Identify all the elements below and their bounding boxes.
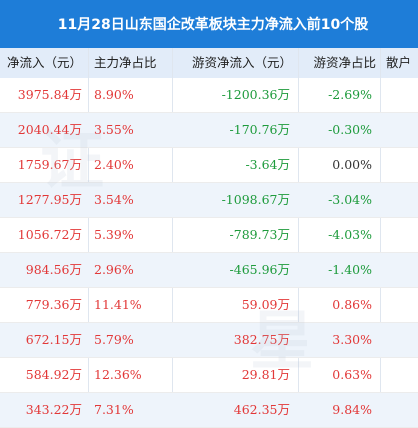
main-net-ratio-cell: 3.55% — [94, 122, 134, 137]
main-net-inflow-cell: 672.15万 — [25, 332, 82, 347]
header-hot-money-net-ratio: 游资净占比 — [313, 55, 376, 70]
hot-money-net-ratio-cell: 0.86% — [332, 297, 372, 312]
main-net-inflow-cell: 984.56万 — [25, 262, 82, 277]
table-row: 343.22万 7.31% 462.35万 9.84% — [0, 393, 418, 428]
table-row: 1277.95万 3.54% -1098.67万 -3.04% — [0, 183, 418, 218]
main-net-inflow-cell: 343.22万 — [25, 402, 82, 417]
main-net-inflow-cell: 779.36万 — [25, 297, 82, 312]
column-divider — [88, 48, 89, 418]
table-header-row: 净流入（元） 主力净占比 游资净流入（元） 游资净占比 散户 — [0, 48, 418, 78]
header-hot-money-net-inflow: 游资净流入（元） — [191, 55, 292, 70]
hot-money-net-inflow-cell: -170.76万 — [229, 122, 290, 137]
main-net-ratio-cell: 2.40% — [94, 157, 134, 172]
column-divider — [380, 48, 381, 418]
main-net-inflow-cell: 1056.72万 — [17, 227, 82, 242]
table-row: 672.15万 5.79% 382.75万 3.30% — [0, 323, 418, 358]
hot-money-net-ratio-cell: -0.30% — [328, 122, 372, 137]
main-net-inflow-cell: 584.92万 — [25, 367, 82, 382]
column-divider — [298, 48, 299, 418]
table-title: 11月28日山东国企改革板块主力净流入前10个股 — [57, 17, 369, 33]
hot-money-net-inflow-cell: -789.73万 — [229, 227, 290, 242]
main-net-ratio-cell: 12.36% — [94, 367, 142, 382]
hot-money-net-ratio-cell: -1.40% — [328, 262, 372, 277]
main-net-ratio-cell: 3.54% — [94, 192, 134, 207]
main-net-ratio-cell: 5.39% — [94, 227, 134, 242]
table-row: 2040.44万 3.55% -170.76万 -0.30% — [0, 113, 418, 148]
table-row: 584.92万 12.36% 29.81万 0.63% — [0, 358, 418, 393]
hot-money-net-inflow-cell: 382.75万 — [233, 332, 290, 347]
hot-money-net-inflow-cell: -1200.36万 — [221, 87, 290, 102]
table-row: 1056.72万 5.39% -789.73万 -4.03% — [0, 218, 418, 253]
header-main-net-inflow: 净流入（元） — [6, 55, 82, 70]
hot-money-net-ratio-cell: 3.30% — [332, 332, 372, 347]
column-divider — [172, 48, 173, 418]
hot-money-net-ratio-cell: -2.69% — [328, 87, 372, 102]
table-row: 1759.67万 2.40% -3.64万 0.00% — [0, 148, 418, 183]
table-row: 984.56万 2.96% -465.96万 -1.40% — [0, 253, 418, 288]
table-row: 779.36万 11.41% 59.09万 0.86% — [0, 288, 418, 323]
header-retail: 散户 — [386, 55, 412, 70]
table-row: 3975.84万 8.90% -1200.36万 -2.69% — [0, 78, 418, 113]
main-net-inflow-cell: 1759.67万 — [17, 157, 82, 172]
hot-money-net-inflow-cell: -465.96万 — [229, 262, 290, 277]
hot-money-net-inflow-cell: -3.64万 — [245, 157, 290, 172]
hot-money-net-ratio-cell: 9.84% — [332, 402, 372, 417]
main-net-ratio-cell: 8.90% — [94, 87, 134, 102]
main-net-ratio-cell: 7.31% — [94, 402, 134, 417]
main-net-inflow-cell: 1277.95万 — [17, 192, 82, 207]
main-net-ratio-cell: 5.79% — [94, 332, 134, 347]
hot-money-net-inflow-cell: -1098.67万 — [221, 192, 290, 207]
hot-money-net-ratio-cell: -3.04% — [328, 192, 372, 207]
main-net-inflow-cell: 2040.44万 — [17, 122, 82, 137]
main-net-ratio-cell: 2.96% — [94, 262, 134, 277]
hot-money-net-inflow-cell: 462.35万 — [233, 402, 290, 417]
hot-money-net-ratio-cell: 0.00% — [332, 157, 372, 172]
main-net-ratio-cell: 11.41% — [94, 297, 142, 312]
hot-money-net-ratio-cell: -4.03% — [328, 227, 372, 242]
header-main-net-ratio: 主力净占比 — [94, 55, 157, 70]
hot-money-net-inflow-cell: 59.09万 — [241, 297, 290, 312]
hot-money-net-ratio-cell: 0.63% — [332, 367, 372, 382]
table-body: 3975.84万 8.90% -1200.36万 -2.69% 2040.44万 3.55… — [0, 78, 418, 428]
table-title-bar: 11月28日山东国企改革板块主力净流入前10个股 — [0, 0, 418, 48]
main-net-inflow-cell: 3975.84万 — [17, 87, 82, 102]
hot-money-net-inflow-cell: 29.81万 — [241, 367, 290, 382]
